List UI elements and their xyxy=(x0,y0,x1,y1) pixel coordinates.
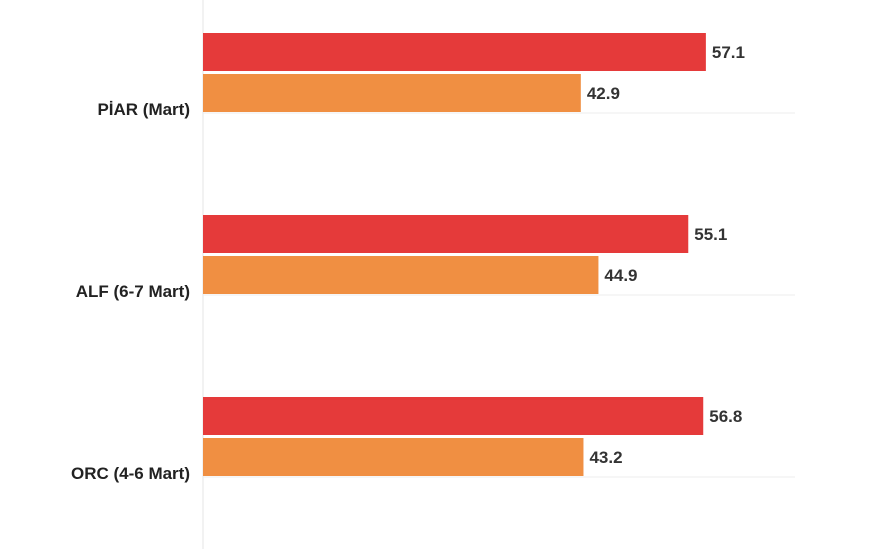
category-label: PİAR (Mart) xyxy=(97,100,190,119)
bar-group-pi-ar-mart: 57.1 42.9 PİAR (Mart) xyxy=(97,33,795,119)
bar-alf-6-7-mart-2 xyxy=(203,256,599,294)
bar-orc-4-6-mart-2 xyxy=(203,438,584,476)
bar-group-orc-4-6-mart: 56.8 43.2 ORC (4-6 Mart) xyxy=(71,397,795,483)
category-label: ORC (4-6 Mart) xyxy=(71,464,190,483)
value-label: 43.2 xyxy=(589,448,622,467)
category-label: ALF (6-7 Mart) xyxy=(76,282,190,301)
value-label: 44.9 xyxy=(604,266,637,285)
bar-groups: 57.1 42.9 PİAR (Mart) 55.1 44.9 ALF (6-7 Mart… xyxy=(71,33,795,483)
value-label: 42.9 xyxy=(587,84,620,103)
value-label: 57.1 xyxy=(712,43,745,62)
value-label: 56.8 xyxy=(709,407,742,426)
bar-alf-6-7-mart-1 xyxy=(203,215,689,253)
bar-pi-ar-mart-1 xyxy=(203,33,706,71)
bar-group-alf-6-7-mart: 55.1 44.9 ALF (6-7 Mart) xyxy=(76,215,795,301)
bar-pi-ar-mart-2 xyxy=(203,74,581,112)
value-label: 55.1 xyxy=(694,225,727,244)
bar-orc-4-6-mart-1 xyxy=(203,397,704,435)
